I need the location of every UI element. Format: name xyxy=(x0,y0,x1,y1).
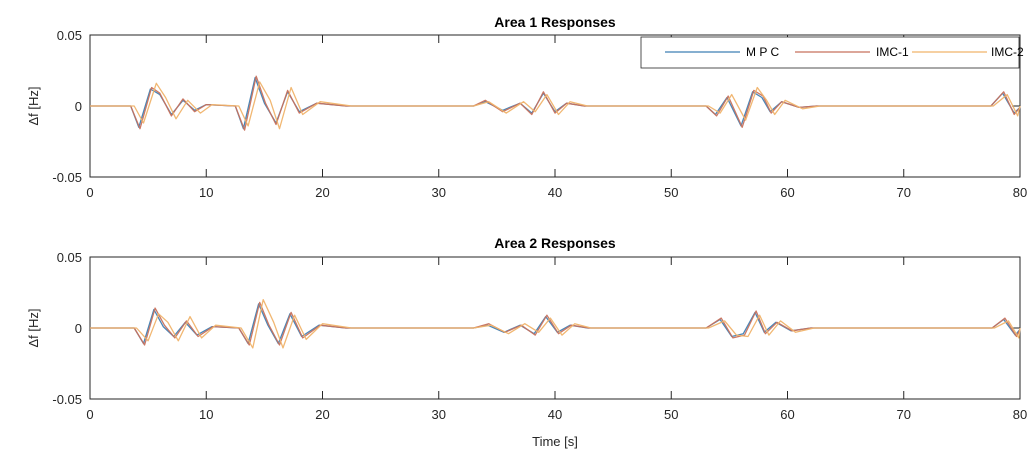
x-tick-label: 0 xyxy=(86,407,93,422)
legend-label-imc1: IMC-1 xyxy=(876,45,909,59)
y-tick-label: -0.05 xyxy=(52,392,82,407)
x-tick-label: 60 xyxy=(780,407,794,422)
x-tick-label: 10 xyxy=(199,185,213,200)
area2-xlabel: Time [s] xyxy=(532,434,578,449)
x-tick-label: 80 xyxy=(1013,407,1027,422)
series-line-imc-1 xyxy=(90,75,1021,131)
x-tick-label: 80 xyxy=(1013,185,1027,200)
x-tick-label: 40 xyxy=(548,407,562,422)
y-tick-label: -0.05 xyxy=(52,170,82,185)
legend-label-mpc: M P C xyxy=(746,45,779,59)
y-tick-label: 0.05 xyxy=(57,28,82,43)
x-tick-label: 10 xyxy=(199,407,213,422)
area1-title: Area 1 Responses xyxy=(494,14,616,30)
x-tick-label: 60 xyxy=(780,185,794,200)
x-tick-label: 70 xyxy=(897,185,911,200)
y-tick-label: 0.05 xyxy=(57,250,82,265)
x-tick-label: 30 xyxy=(432,185,446,200)
area2-series xyxy=(90,298,1021,349)
series-line-mpc xyxy=(90,303,1021,345)
area1-series xyxy=(90,75,1021,131)
x-tick-label: 0 xyxy=(86,185,93,200)
x-tick-label: 50 xyxy=(664,407,678,422)
x-tick-label: 30 xyxy=(432,407,446,422)
y-tick-label: 0 xyxy=(75,321,82,336)
y-tick-label: 0 xyxy=(75,99,82,114)
x-tick-label: 70 xyxy=(897,407,911,422)
area2-title: Area 2 Responses xyxy=(494,235,616,251)
legend: M P C IMC-1 IMC-2 xyxy=(640,36,1024,69)
legend-label-imc2: IMC-2 xyxy=(991,45,1024,59)
x-tick-label: 40 xyxy=(548,185,562,200)
area2-panel: Area 2 Responses Δf [Hz] Time [s] 0 10 20 3… xyxy=(26,235,1027,449)
x-tick-label: 50 xyxy=(664,185,678,200)
area2-ticks: 0 10 20 30 40 50 60 70 80 -0.05 0 0.05 xyxy=(52,250,1027,422)
series-line-imc-2 xyxy=(90,298,1021,349)
series-line-imc-2 xyxy=(90,81,1021,130)
area1-ylabel: Δf [Hz] xyxy=(26,86,41,125)
area1-panel: Area 1 Responses Δf [Hz] 0 10 20 30 40 50 60 70… xyxy=(26,14,1027,200)
x-tick-label: 20 xyxy=(315,185,329,200)
area2-ylabel: Δf [Hz] xyxy=(26,308,41,347)
x-tick-label: 20 xyxy=(315,407,329,422)
